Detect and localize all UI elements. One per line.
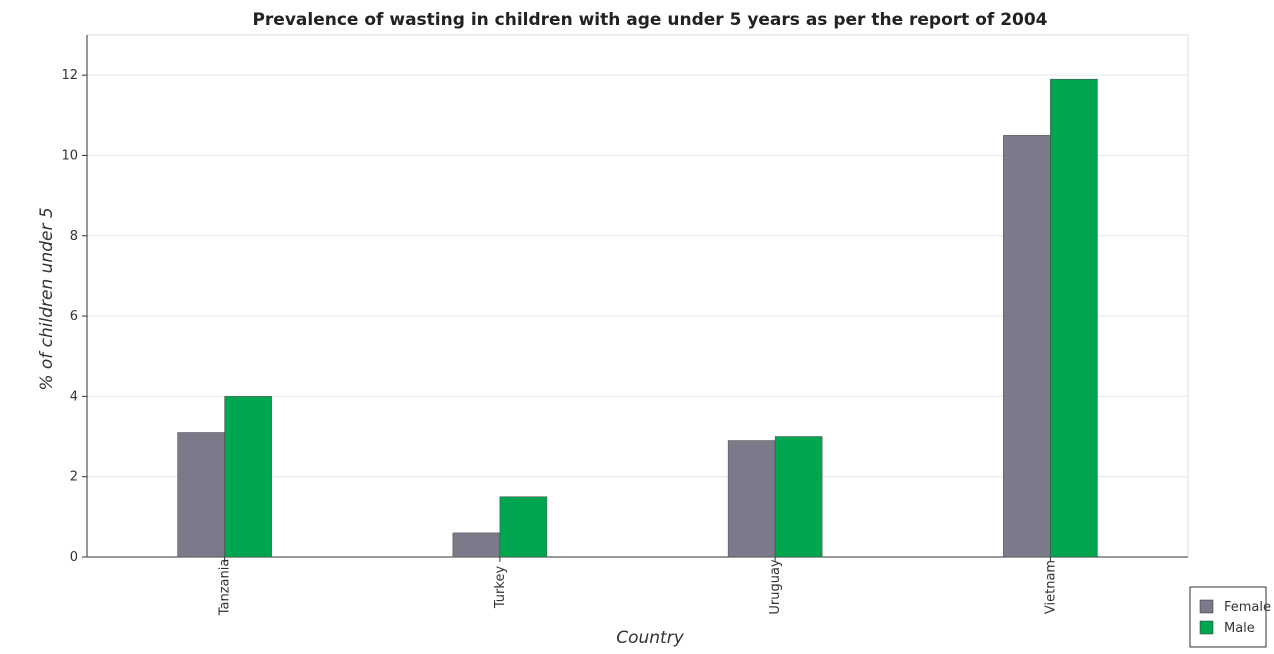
bar-female-tanzania: [177, 432, 225, 558]
legend-label-male: Male: [1224, 621, 1255, 636]
bar-female-uruguay: [727, 440, 776, 558]
bar-male-vietnam: [1050, 78, 1098, 558]
x-axis-label: Country: [616, 628, 684, 648]
legend-box: [1189, 586, 1267, 648]
y-tick-label: 6: [70, 309, 78, 324]
bar-female-turkey: [452, 532, 501, 558]
y-tick-label: 10: [61, 148, 78, 163]
y-axis-label: % of children under 5: [37, 207, 57, 390]
y-tick-label: 0: [70, 550, 78, 565]
chart-title: Prevalence of wasting in children with a…: [252, 10, 1047, 30]
y-tick-label: 12: [61, 68, 78, 83]
y-tick-label: 2: [70, 470, 78, 485]
x-tick-label: Uruguay: [768, 559, 783, 615]
bar-male-tanzania: [224, 396, 272, 558]
bar-male-turkey: [499, 496, 548, 558]
bar-female-vietnam: [1003, 135, 1051, 558]
legend-swatch-male: [1199, 620, 1214, 635]
legend-label-female: Female: [1224, 600, 1271, 615]
bars: [177, 78, 1098, 558]
y-tick-label: 4: [70, 389, 78, 404]
x-tick-label: Turkey: [493, 566, 508, 610]
legend-swatch-female: [1199, 599, 1214, 614]
bar-male-uruguay: [774, 436, 823, 558]
x-tick-label: Tanzania: [218, 559, 233, 617]
x-tick-label: Vietnam: [1043, 560, 1058, 614]
y-tick-label: 8: [70, 229, 78, 244]
legend: Female Male: [1189, 586, 1271, 648]
axes: 0 2 4 6 8 10 12 Tanzania Turkey Uruguay Vietnam: [61, 35, 1188, 616]
